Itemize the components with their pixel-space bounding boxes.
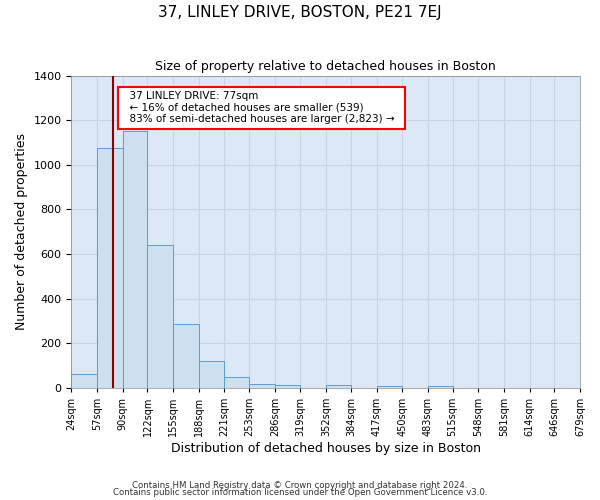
Bar [249, 384, 275, 388]
Bar [224, 377, 249, 388]
Bar [326, 384, 351, 388]
Text: 37, LINLEY DRIVE, BOSTON, PE21 7EJ: 37, LINLEY DRIVE, BOSTON, PE21 7EJ [158, 5, 442, 20]
Title: Size of property relative to detached houses in Boston: Size of property relative to detached ho… [155, 60, 496, 73]
Text: 37 LINLEY DRIVE: 77sqm
  ← 16% of detached houses are smaller (539)
  83% of sem: 37 LINLEY DRIVE: 77sqm ← 16% of detached… [122, 91, 401, 124]
Bar [377, 386, 402, 388]
Text: Contains HM Land Registry data © Crown copyright and database right 2024.: Contains HM Land Registry data © Crown c… [132, 480, 468, 490]
X-axis label: Distribution of detached houses by size in Boston: Distribution of detached houses by size … [171, 442, 481, 455]
Text: Contains public sector information licensed under the Open Government Licence v3: Contains public sector information licen… [113, 488, 487, 497]
Bar [148, 245, 173, 388]
Bar [428, 386, 452, 388]
Y-axis label: Number of detached properties: Number of detached properties [15, 134, 28, 330]
Bar [275, 384, 301, 388]
Bar [173, 324, 199, 388]
Bar [97, 148, 122, 388]
Bar [122, 132, 148, 388]
Bar [199, 362, 224, 388]
Bar [71, 374, 97, 388]
